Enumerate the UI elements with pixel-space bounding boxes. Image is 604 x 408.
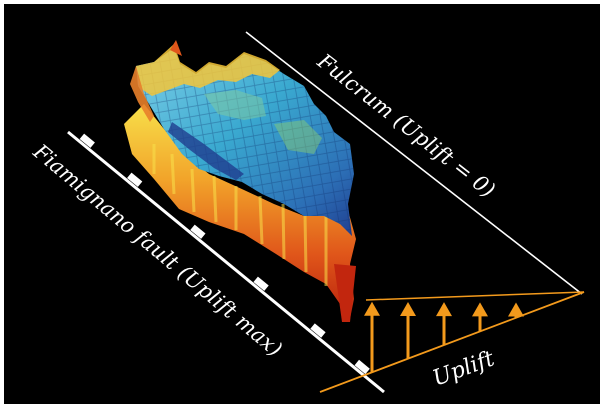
fulcrum-line bbox=[245, 31, 583, 295]
terrain-ridge-peak bbox=[170, 40, 182, 56]
uplift-diagram bbox=[319, 291, 585, 393]
up-arrow-icon bbox=[472, 302, 488, 332]
fault-tick-3 bbox=[190, 224, 206, 239]
fault-tick-4 bbox=[253, 276, 269, 291]
terrain-facet-texture bbox=[136, 48, 354, 236]
terrain-valley bbox=[168, 122, 244, 180]
fault-line bbox=[67, 130, 385, 394]
terrain-ridge-left bbox=[130, 66, 154, 122]
terrain-ridge-back bbox=[136, 44, 280, 96]
diagram-panel: Fulcrum (Uplift = 0) Fiamignano fault (U… bbox=[4, 4, 600, 404]
fault-tick-2 bbox=[127, 172, 143, 187]
uplift-label: Uplift bbox=[430, 346, 499, 391]
fault-tick-5 bbox=[310, 323, 326, 338]
terrain-green-patch-2 bbox=[274, 120, 322, 154]
uplift-envelope-line bbox=[365, 291, 585, 301]
up-arrow-icon bbox=[364, 301, 380, 373]
terrain-cliff-stripes bbox=[152, 144, 328, 286]
terrain-green-patch-1 bbox=[204, 90, 266, 120]
terrain-cliff-spike bbox=[334, 264, 356, 322]
uplift-arrows bbox=[364, 301, 524, 373]
up-arrow-icon bbox=[508, 302, 524, 318]
up-arrow-icon bbox=[436, 302, 452, 346]
fault-ticks bbox=[79, 133, 370, 375]
fault-tick-6 bbox=[354, 359, 370, 375]
fault-line-group bbox=[67, 130, 385, 394]
terrain-cliff-front bbox=[124, 104, 356, 319]
terrain-block bbox=[124, 40, 356, 322]
tilted-block-diagram: Fulcrum (Uplift = 0) Fiamignano fault (U… bbox=[28, 31, 585, 394]
up-arrow-icon bbox=[400, 301, 416, 359]
fault-tick-1 bbox=[79, 133, 95, 148]
uplift-baseline bbox=[319, 291, 585, 393]
